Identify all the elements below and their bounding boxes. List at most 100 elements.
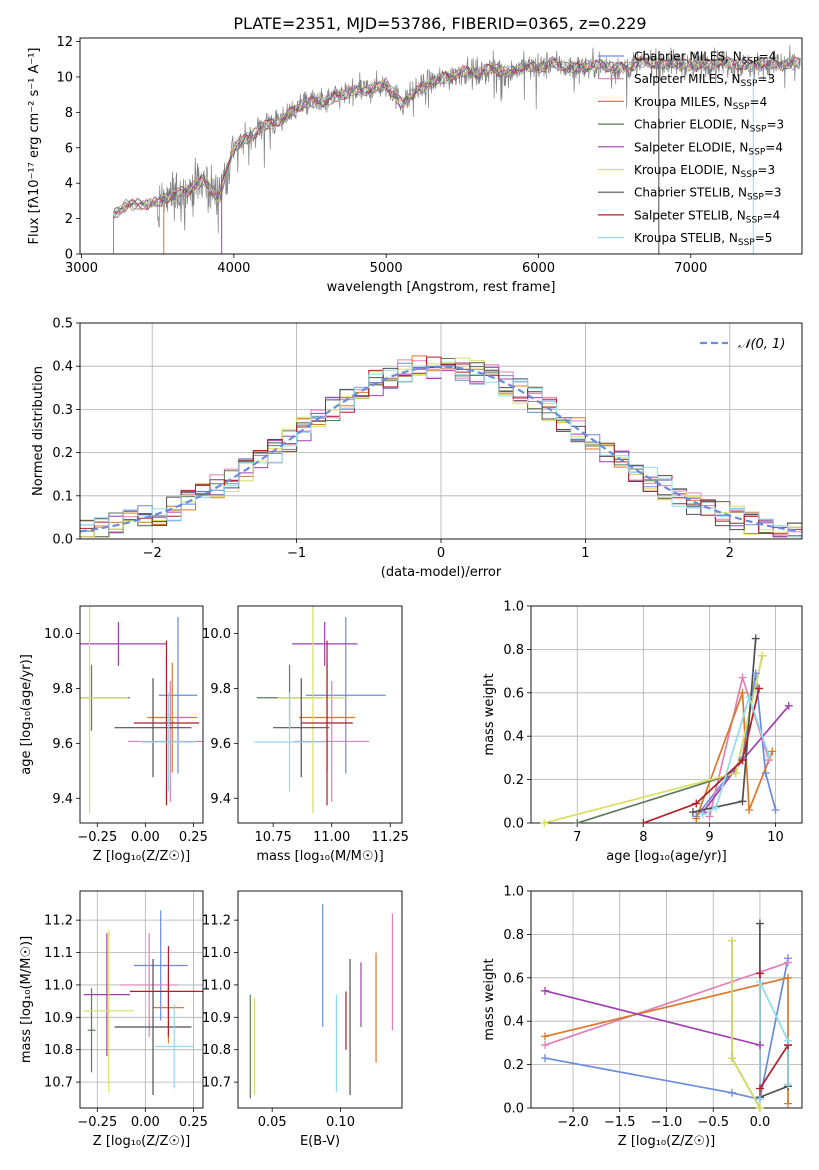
legend-label: Salpeter ELODIE, N (634, 140, 748, 154)
weight-point-marker (783, 958, 792, 967)
x-tick-label: 2 (726, 546, 734, 561)
x-axis-label: Z [log₁₀(Z/Z☉)] (93, 849, 190, 864)
weight-point-marker (751, 634, 760, 643)
model-spectrum-line-8 (113, 55, 800, 216)
weight-point-marker (712, 803, 721, 812)
y-tick-label: 9.8 (52, 682, 73, 697)
y-tick-label: 0.8 (503, 928, 524, 943)
plot-area (249, 903, 394, 1099)
legend-entry: Kroupa MILES, NSSP=4 (634, 95, 767, 112)
legend-entry: Chabrier ELODIE, NSSP=3 (634, 118, 784, 135)
legend-sub: SSP (741, 170, 758, 180)
axes-frame (237, 890, 403, 1109)
legend-label: Chabrier MILES, N (634, 50, 742, 64)
plot-area (531, 606, 802, 823)
errorbar (273, 678, 330, 778)
legend-sub: SSP (742, 57, 759, 67)
weight-point-marker (688, 808, 697, 817)
legend-sub: SSP (750, 125, 767, 135)
errorbar (158, 616, 198, 774)
errorbar (301, 640, 353, 806)
x-tick-label: 0 (437, 546, 445, 561)
legend-label: Kroupa ELODIE, N (634, 163, 741, 177)
y-tick-label: 0.0 (503, 1102, 524, 1117)
axes-frame (79, 605, 204, 824)
x-tick-label: 0.0 (750, 1115, 771, 1130)
weight-point-marker (705, 812, 714, 821)
weight-point-marker (755, 1041, 764, 1050)
x-tick-label: −0.25 (77, 830, 117, 845)
weight-point-marker (541, 1054, 550, 1063)
errorbar (129, 946, 203, 1037)
weight-point-marker (783, 1080, 792, 1089)
y-tick-label: 0.2 (52, 446, 73, 461)
legend-label: Chabrier ELODIE, N (634, 118, 750, 132)
weight-point-marker (727, 1088, 736, 1097)
errorbar (133, 640, 200, 806)
y-axis-label: Flux [fλ10⁻¹⁷ erg cm⁻² s⁻¹ A⁻¹] (27, 48, 42, 245)
weight-series-line-3 (577, 655, 764, 823)
errorbar (83, 929, 134, 1092)
weight-point-marker (784, 701, 793, 710)
y-tick-label: 10.0 (202, 627, 231, 642)
legend-suffix: =4 (763, 208, 781, 222)
weight-point-marker (738, 673, 747, 682)
y-tick-label: 11.0 (202, 946, 231, 961)
y-tick-label: 11.2 (44, 914, 73, 929)
y-tick-label: 8 (65, 106, 73, 121)
y-tick-label: 11.1 (44, 946, 73, 961)
weight-series-line-8 (702, 694, 770, 816)
y-tick-label: 1.0 (503, 600, 524, 615)
legend-suffix: =5 (755, 231, 773, 245)
x-axis-label: Z [log₁₀(Z/Z☉)] (93, 1134, 190, 1149)
x-tick-label: 7 (573, 830, 581, 845)
legend-sub: SSP (741, 79, 758, 89)
legend-entry: Salpeter ELODIE, NSSP=4 (634, 140, 783, 157)
y-tick-label: 0.4 (503, 1015, 524, 1030)
x-axis-label: E(B-V) (300, 1134, 340, 1149)
y-tick-label: 10.9 (202, 1011, 231, 1026)
x-tick-label: 0.05 (258, 1115, 287, 1130)
y-tick-label: 0.2 (503, 1058, 524, 1073)
weight-point-marker (745, 693, 754, 702)
weight-point-marker (751, 669, 760, 678)
axes-age_vs_Z: −0.25 0.00 0.25 9.4 9.6 9.8 10.0 Z [log₁₀(Z/Z☉)… (19, 605, 208, 864)
weight-point-marker (727, 1054, 736, 1063)
histogram-step-2 (80, 355, 802, 538)
legend-entry: Kroupa ELODIE, NSSP=3 (634, 163, 775, 180)
weight-point-marker (768, 747, 777, 756)
model-spectrum-line-7 (113, 56, 800, 215)
plot-area (80, 891, 203, 1108)
y-tick-label: 0.6 (503, 971, 524, 986)
y-tick-label: 9.4 (210, 792, 231, 807)
legend-sub: SSP (733, 102, 750, 112)
x-tick-label: −2.0 (557, 1115, 589, 1130)
y-tick-label: 11.0 (202, 978, 231, 993)
normal-curve (80, 365, 800, 533)
weight-series-line-1 (544, 961, 789, 1046)
weight-point-marker (738, 756, 747, 765)
weight-point-marker (573, 819, 582, 827)
x-tick-label: 11.00 (313, 830, 350, 845)
x-tick-label: −1.5 (604, 1115, 636, 1130)
plot-area (531, 891, 802, 1108)
y-tick-label: 0.3 (52, 403, 73, 418)
errorbar (120, 933, 179, 1037)
y-tick-label: 9.4 (52, 792, 73, 807)
x-tick-label: 6000 (522, 261, 555, 276)
x-tick-label: 7000 (674, 261, 707, 276)
x-tick-label: 8 (639, 830, 647, 845)
weight-point-marker (731, 769, 740, 778)
x-tick-label: −1.0 (651, 1115, 683, 1130)
weight-series-line-7 (643, 688, 760, 823)
y-tick-label: 0.8 (503, 643, 524, 658)
y-tick-label: 9.6 (210, 737, 231, 752)
weight-point-marker (758, 651, 767, 660)
errorbar (83, 933, 130, 1057)
legend-sub: SSP (747, 193, 764, 203)
weight-point-marker (755, 1084, 764, 1093)
figure-title: PLATE=2351, MJD=53786, FIBERID=0365, z=0… (233, 14, 646, 33)
x-tick-label: 4000 (217, 261, 250, 276)
x-tick-label: −2 (143, 546, 162, 561)
